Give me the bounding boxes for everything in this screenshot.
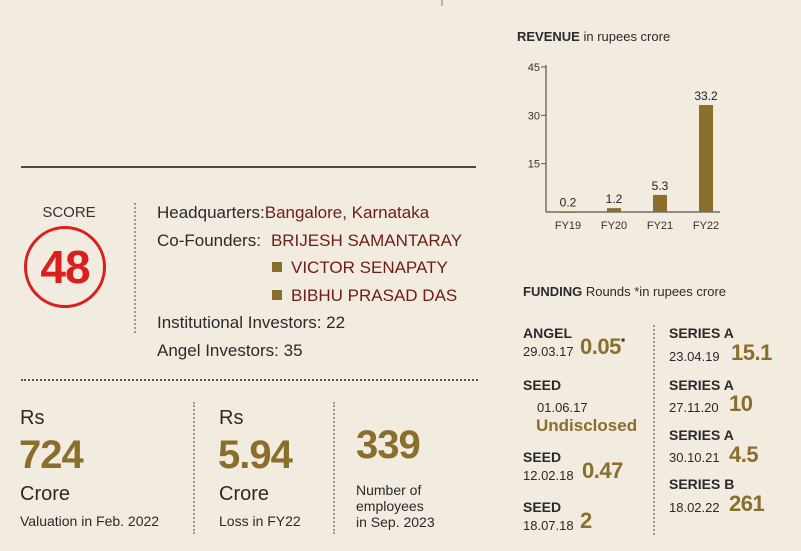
headquarters-row: Headquarters:Bangalore, Karnataka bbox=[157, 203, 429, 223]
employees-value: 339 bbox=[356, 423, 421, 467]
score-divider bbox=[134, 203, 137, 333]
bar bbox=[653, 194, 667, 212]
y-tick-label: 30 bbox=[528, 110, 540, 122]
funding-title: FUNDING Rounds *in rupees crore bbox=[523, 284, 726, 299]
round-amount-mark: * bbox=[620, 336, 625, 349]
round-amount: 261 bbox=[729, 491, 765, 516]
bullet-icon bbox=[272, 262, 282, 272]
loss-desc: Loss in FY22 bbox=[219, 513, 301, 529]
loss-value: 5.94 bbox=[218, 433, 293, 477]
cofounder-item: BIBHU PRASAD DAS bbox=[272, 286, 457, 306]
bar-value-label: 0.2 bbox=[560, 195, 577, 209]
round-amount: 15.1 bbox=[731, 340, 772, 365]
revenue-title-bold: REVENUE bbox=[517, 29, 580, 44]
round-label: SERIES A bbox=[669, 427, 734, 443]
round-label: SERIES A bbox=[669, 325, 734, 341]
stat-divider bbox=[333, 402, 336, 534]
valuation-unit: Crore bbox=[20, 483, 71, 505]
bullet-icon bbox=[272, 290, 282, 300]
cofounder-name: VICTOR SENAPATY bbox=[291, 258, 448, 277]
x-tick-label: FY20 bbox=[601, 220, 627, 232]
round-date: 30.10.21 bbox=[669, 450, 720, 465]
y-tick-label: 15 bbox=[528, 159, 540, 171]
round-date: 29.03.17 bbox=[523, 344, 574, 359]
x-tick-label: FY21 bbox=[647, 220, 673, 232]
x-tick-label: FY22 bbox=[693, 220, 719, 232]
section-divider bbox=[21, 166, 476, 168]
stat-divider bbox=[193, 402, 196, 534]
round-amount: 2 bbox=[580, 508, 592, 533]
round-label: SERIES A bbox=[669, 377, 734, 393]
cofounders-row: Co-Founders: BRIJESH SAMANTARAY bbox=[157, 231, 462, 251]
round-amount: 0.05* bbox=[580, 334, 625, 360]
bar-value-label: 1.2 bbox=[606, 192, 623, 206]
bar bbox=[607, 208, 621, 212]
round-date: 23.04.19 bbox=[669, 349, 720, 364]
cofounder-item: VICTOR SENAPATY bbox=[272, 258, 448, 278]
score-value: 48 bbox=[40, 241, 90, 293]
round-date: 27.11.20 bbox=[669, 400, 719, 415]
valuation-desc: Valuation in Feb. 2022 bbox=[20, 513, 160, 529]
loss-prefix: Rs bbox=[219, 407, 244, 429]
institutional-investors: Institutional Investors: 22 bbox=[157, 313, 346, 332]
round-amount: Undisclosed bbox=[536, 416, 638, 435]
angel-investors: Angel Investors: 35 bbox=[157, 341, 303, 360]
funding-title-rest: Rounds *in rupees crore bbox=[582, 284, 727, 299]
x-tick-label: FY19 bbox=[555, 220, 581, 232]
section-divider-dotted bbox=[21, 379, 478, 381]
employees-desc-line: in Sep. 2023 bbox=[356, 514, 435, 530]
valuation-prefix: Rs bbox=[20, 407, 45, 429]
round-label: SEED bbox=[523, 499, 562, 515]
funding-title-bold: FUNDING bbox=[523, 284, 583, 299]
employees-desc: Number of employees in Sep. 2023 bbox=[356, 482, 435, 530]
employees-desc-line: Number of bbox=[356, 482, 422, 498]
headquarters-value: Bangalore, Karnataka bbox=[264, 203, 430, 222]
headquarters-label: Headquarters: bbox=[157, 203, 265, 222]
round-amount-value: 0.05 bbox=[580, 334, 621, 359]
round-label: SEED bbox=[523, 377, 562, 393]
round-amount: 10 bbox=[729, 391, 753, 416]
top-divider-tick bbox=[441, 0, 443, 6]
score-label: SCORE bbox=[42, 204, 96, 221]
cofounders-label: Co-Founders: bbox=[157, 231, 261, 250]
cofounder-name: BRIJESH SAMANTARAY bbox=[270, 231, 463, 250]
round-date: 18.07.18 bbox=[523, 518, 574, 533]
bar bbox=[699, 105, 713, 212]
bar-value-label: 5.3 bbox=[652, 179, 669, 193]
employees-desc-line: employees bbox=[356, 498, 424, 514]
revenue-chart: 15 30 45 0.2 FY19 1.2 FY20 5.3 FY21 33.2 FY22 bbox=[528, 62, 720, 232]
funding-divider bbox=[653, 325, 656, 535]
round-date: 18.02.22 bbox=[669, 500, 720, 515]
round-date: 12.02.18 bbox=[523, 468, 574, 483]
round-label: ANGEL bbox=[523, 325, 572, 341]
revenue-title-rest: in rupees crore bbox=[579, 29, 671, 44]
loss-unit: Crore bbox=[219, 483, 270, 505]
round-amount: 0.47 bbox=[582, 458, 623, 483]
valuation-value: 724 bbox=[19, 433, 84, 477]
round-date: 01.06.17 bbox=[537, 400, 588, 415]
round-amount: 4.5 bbox=[729, 442, 759, 467]
round-label: SERIES B bbox=[669, 476, 735, 492]
bar-value-label: 33.2 bbox=[694, 89, 718, 103]
score-badge: 48 bbox=[24, 226, 106, 308]
bar bbox=[561, 211, 575, 213]
round-label: SEED bbox=[523, 449, 562, 465]
revenue-title: REVENUE in rupees crore bbox=[517, 29, 670, 44]
cofounder-name: BIBHU PRASAD DAS bbox=[291, 286, 458, 305]
y-tick-label: 45 bbox=[528, 62, 540, 74]
